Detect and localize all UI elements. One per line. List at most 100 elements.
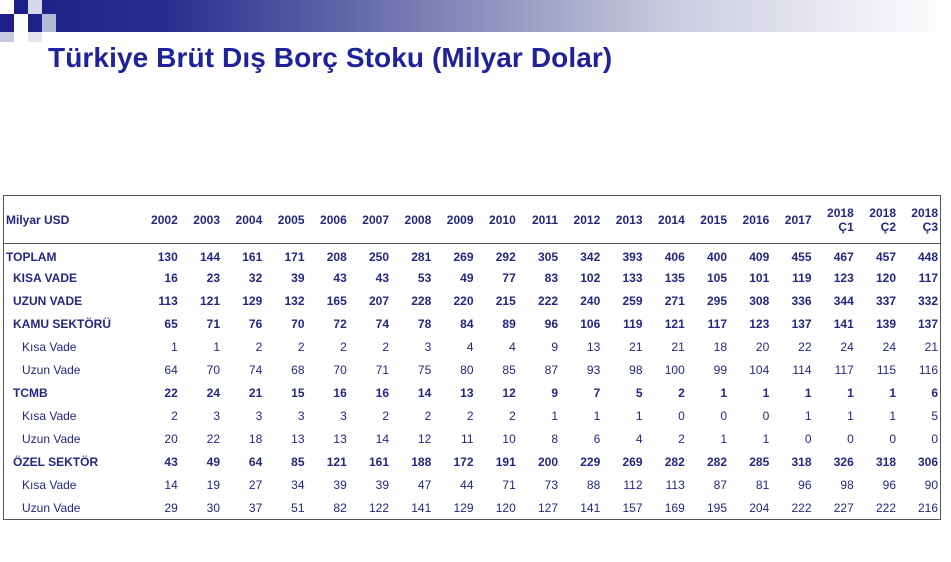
column-header-text: 2015 [700,212,727,227]
table-cell: 117 [918,271,938,285]
table-row: TOPLAM 130 144 161 171 208 250 281 269 292 305 342 3… [4,244,941,267]
table-row: Uzun Vade 64 70 74 68 70 71 75 80 85 87 93 98 100 99 10… [4,359,941,382]
column-header: 2012 [560,195,603,244]
table-cell: 6 [931,386,938,400]
table-cell: 1 [804,409,812,423]
table-cell: 39 [291,271,305,285]
table-cell: 467 [833,249,854,264]
table-cell: 308 [749,294,770,308]
table-cell: 141 [833,317,854,331]
table-cell: 74 [248,363,263,377]
table-cell: 11 [461,432,474,446]
table-cell: 0 [678,409,685,423]
column-header-text: Ç1 [838,219,854,234]
table-cell: 9 [551,340,558,354]
table-cell: 0 [889,432,896,446]
table-cell: 1 [720,432,727,446]
table-cell: 1 [593,409,601,423]
table-cell: 132 [284,294,305,308]
table-cell: 250 [368,249,389,264]
table-cell: 133 [622,271,643,285]
table-row: Kısa Vade 2 3 3 3 3 2 2 2 2 1 1 1 0 0 0 1 1 1 5 [4,405,941,428]
table-cell: 82 [333,500,347,515]
table-cell: 129 [453,500,474,515]
table-cell: 75 [417,363,432,377]
table-cell: 342 [580,249,601,264]
table-cell: 116 [918,363,938,377]
table-cell: 139 [875,317,896,331]
table-cell: 68 [291,363,305,377]
column-header: 2010 [475,195,518,244]
table-cell: 448 [917,249,938,264]
table-cell: 130 [157,249,178,264]
table-cell: 119 [792,271,812,285]
column-header-text: 2013 [615,212,643,227]
table-header-row: Milyar USD 2002 2003 2004 2005 2006 2007 2008 2… [3,195,941,244]
table-cell: 0 [847,432,854,446]
column-header-text: Ç2 [880,219,896,234]
column-header: 2004 [222,195,265,244]
column-header-text: 2008 [404,212,432,227]
table-cell: 141 [580,500,601,515]
table-cell: 2 [255,340,263,354]
row-label: TOPLAM [6,249,57,264]
table-cell: 8 [551,432,558,446]
table-cell: 87 [713,478,727,492]
table-cell: 23 [206,271,220,285]
table-row: KISA VADE 16 23 32 39 43 43 53 49 77 83 102 133 135 10… [4,267,941,290]
table-row: TCMB 22 24 21 15 16 16 14 13 12 9 7 5 2 1 1 1 1 1 6 [4,382,941,405]
table-cell: 37 [248,500,263,515]
table-cell: 43 [333,271,347,285]
table-cell: 409 [749,249,770,264]
table-cell: 90 [924,478,938,492]
table-cell: 123 [749,317,770,331]
table-cell: 100 [664,363,685,377]
table-cell: 121 [664,317,685,331]
table-cell: 4 [466,340,474,354]
table-cell: 96 [882,478,896,492]
column-header-text: 2010 [489,212,516,227]
table-cell: 20 [164,432,178,446]
table-cell: 105 [706,271,727,285]
table-cell: 112 [623,478,643,492]
table-cell: 89 [502,317,516,331]
table-row: KAMU SEKTÖRÜ 65 71 76 70 72 74 78 84 89 96 106 119 12… [4,313,941,336]
column-header-text: 2011 [531,212,558,227]
table-cell: 120 [495,500,516,515]
table-cell: 1 [213,340,220,354]
table-cell: 3 [297,409,305,423]
table-cell: 2 [678,432,685,446]
table-row: Kısa Vade 1 1 2 2 2 2 3 4 4 9 13 21 21 18 20 22 24 24 21 [4,336,941,359]
table-row: Kısa Vade 14 19 27 34 39 39 47 44 71 73 88 112 113 87 8… [4,474,941,497]
table-cell: 43 [164,455,178,469]
table-cell: 4 [509,340,516,354]
table-cell: 2 [678,386,685,400]
table-cell: 2 [382,340,389,354]
table-cell: 292 [495,249,516,264]
column-header-text: 2018 [827,205,854,220]
table-cell: 161 [368,455,389,469]
table-cell: 332 [917,294,938,308]
table-cell: 305 [537,249,558,264]
column-header: 2003 [179,195,222,244]
table-cell: 21 [629,340,643,354]
table-cell: 336 [791,294,812,308]
column-header: 2013 [602,195,645,244]
table-cell: 271 [664,294,685,308]
decoration-square [28,32,42,42]
table-cell: 117 [707,317,727,331]
column-header: 2015 [686,195,729,244]
table-cell: 393 [622,249,643,264]
table-cell: 1 [889,409,896,423]
table-cell: 93 [586,363,601,377]
table-cell: 71 [502,478,516,492]
column-header-text: 2006 [320,212,347,227]
table-cell: 204 [749,500,770,515]
table-cell: 47 [417,478,432,492]
table-cell: 22 [164,386,178,400]
column-header: 2006 [306,195,349,244]
table-cell: 1 [847,386,854,400]
table-cell: 216 [917,500,938,515]
column-header: 2014 [644,195,687,244]
column-header: 2008 [391,195,434,244]
